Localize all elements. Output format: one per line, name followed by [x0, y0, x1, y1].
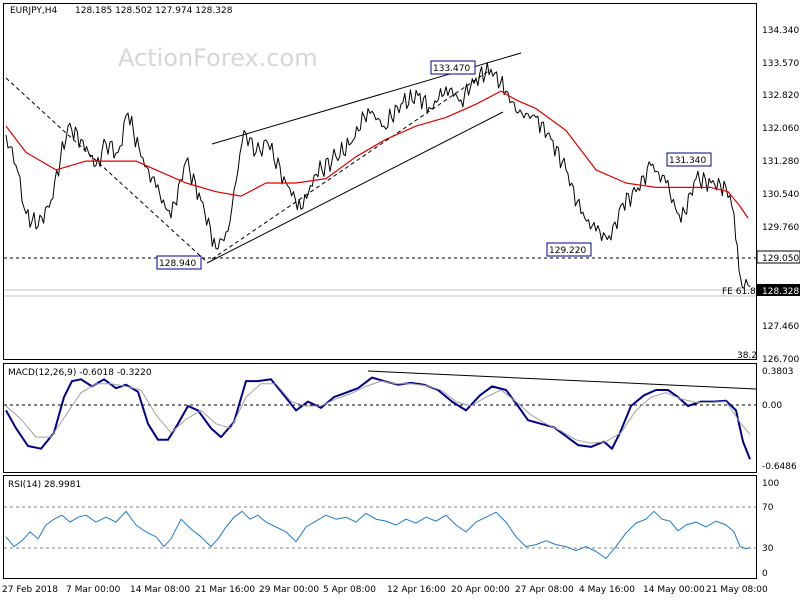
x-tick-label: 14 May 00:00	[643, 585, 705, 595]
ma-series-line	[5, 90, 749, 219]
callout-resistance: 131.340	[666, 152, 712, 167]
price-pane	[3, 3, 757, 360]
x-axis: 27 Feb 2018 7 Mar 00:00 14 Mar 08:00 21 …	[2, 585, 768, 595]
channel-lower-line	[206, 111, 504, 264]
x-tick-label: 7 Mar 00:00	[66, 585, 121, 595]
symbol-label: EURJPY,H4	[10, 6, 58, 16]
callout-resistance-text: 131.340	[669, 156, 706, 166]
callout-high: 133.470	[430, 60, 476, 75]
price-ytick: 132.060	[762, 124, 799, 134]
rsi-ytick: 0	[762, 569, 768, 579]
x-tick-label: 20 Apr 00:00	[451, 585, 510, 595]
rsi-ytick: 100	[762, 479, 779, 489]
price-yaxis: 134.340 133.570 132.820 132.060 131.280 …	[756, 26, 800, 365]
x-tick-label: 4 May 16:00	[579, 585, 635, 595]
callout-low: 128.940	[156, 255, 202, 270]
price-series-line	[5, 62, 751, 289]
current-price-badge-text: 128.328	[762, 287, 799, 297]
signal-series-line	[5, 380, 751, 444]
callout-support: 129.220	[546, 242, 592, 257]
callout-low-text: 128.940	[159, 259, 196, 269]
trend-dashed-line	[5, 77, 208, 263]
price-ytick: 129.760	[762, 223, 799, 233]
x-tick-label: 14 Mar 08:00	[130, 585, 190, 595]
rsi-ytick: 30	[762, 544, 774, 554]
rsi-ytick: 70	[762, 503, 774, 513]
rsi-series-line	[5, 510, 751, 559]
macd-divergence-line	[367, 370, 757, 390]
macd-title: MACD(12,26,9) -0.6018 -0.3220	[8, 368, 152, 378]
level-badge-bg	[756, 250, 800, 264]
price-ytick: 126.700	[762, 355, 799, 365]
current-price-badge-bg	[757, 284, 800, 296]
x-tick-label: 12 Apr 16:00	[387, 585, 446, 595]
price-series-layer	[5, 62, 751, 289]
x-tick-label: 29 Mar 00:00	[259, 585, 319, 595]
macd-series-layer	[5, 376, 751, 460]
price-ytick: 131.280	[762, 157, 799, 167]
rsi-pane	[3, 475, 757, 579]
macd-ytick: 0.00	[762, 401, 782, 411]
x-tick-label: 27 Apr 08:00	[515, 585, 574, 595]
x-tick-label: 27 Feb 2018	[2, 585, 58, 595]
fib-382-label: 38.2	[737, 351, 757, 361]
level-badge-text: 129.050	[762, 254, 799, 264]
price-ytick: 127.460	[762, 322, 799, 332]
ohlc-label: 128.185 128.502 127.974 128.328	[75, 6, 233, 16]
rsi-title: RSI(14) 28.9981	[8, 480, 81, 490]
price-ytick: 134.340	[762, 26, 799, 36]
watermark: ActionForex.com	[118, 44, 318, 72]
channel-mid-dashed	[211, 69, 491, 260]
callout-support-text: 129.220	[549, 246, 586, 256]
fib-label: FE 61.8	[722, 287, 756, 297]
x-tick-label: 5 Apr 08:00	[323, 585, 376, 595]
x-tick-label: 21 Mar 16:00	[195, 585, 255, 595]
price-ytick: 132.820	[762, 91, 799, 101]
price-ytick: 130.540	[762, 190, 799, 200]
x-tick-label: 21 May 08:00	[706, 585, 768, 595]
macd-ytick: -0.6486	[762, 462, 797, 472]
price-ytick: 133.570	[762, 59, 799, 69]
rsi-series-layer	[5, 510, 751, 559]
callout-high-text: 133.470	[433, 64, 470, 74]
macd-ytick: 0.3803	[762, 367, 794, 377]
